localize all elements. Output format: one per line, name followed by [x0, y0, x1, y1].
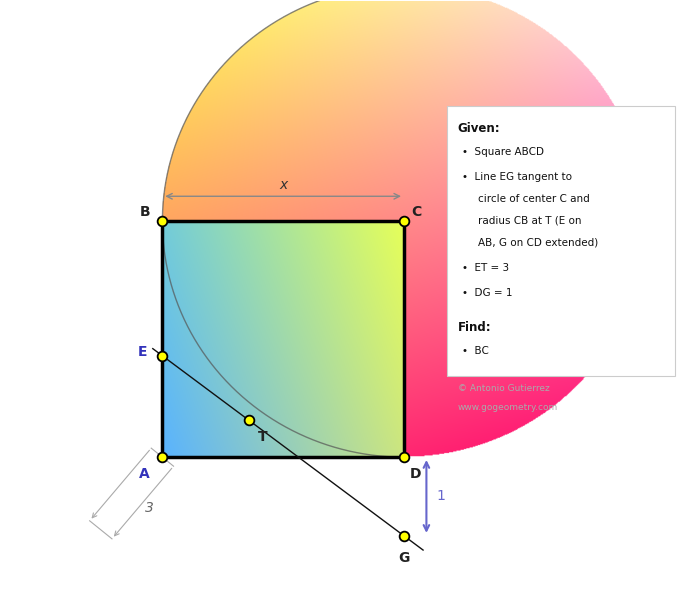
- Text: circle of center C and: circle of center C and: [478, 194, 589, 204]
- Text: x: x: [279, 178, 287, 193]
- Text: •  Line EG tangent to: • Line EG tangent to: [462, 172, 572, 182]
- Text: B: B: [139, 205, 150, 219]
- Text: •  Square ABCD: • Square ABCD: [462, 147, 544, 157]
- FancyBboxPatch shape: [447, 106, 675, 376]
- Text: T: T: [258, 430, 268, 445]
- Text: www.gogeometry.com: www.gogeometry.com: [458, 403, 558, 412]
- Text: •  ET = 3: • ET = 3: [462, 263, 509, 273]
- Text: AB, G on CD extended): AB, G on CD extended): [478, 238, 598, 248]
- Text: C: C: [411, 205, 421, 219]
- Text: G: G: [398, 551, 409, 565]
- Text: A: A: [139, 467, 150, 481]
- Text: radius CB at T (E on: radius CB at T (E on: [478, 216, 581, 226]
- Text: © Antonio Gutierrez: © Antonio Gutierrez: [458, 384, 550, 393]
- Text: Given:: Given:: [458, 122, 500, 134]
- Text: •  DG = 1: • DG = 1: [462, 288, 513, 298]
- Text: •  BC: • BC: [462, 346, 488, 356]
- Text: D: D: [410, 467, 422, 481]
- Text: Find:: Find:: [458, 321, 491, 334]
- Text: 1: 1: [436, 490, 445, 503]
- Text: 3: 3: [144, 500, 153, 515]
- Text: E: E: [137, 345, 147, 359]
